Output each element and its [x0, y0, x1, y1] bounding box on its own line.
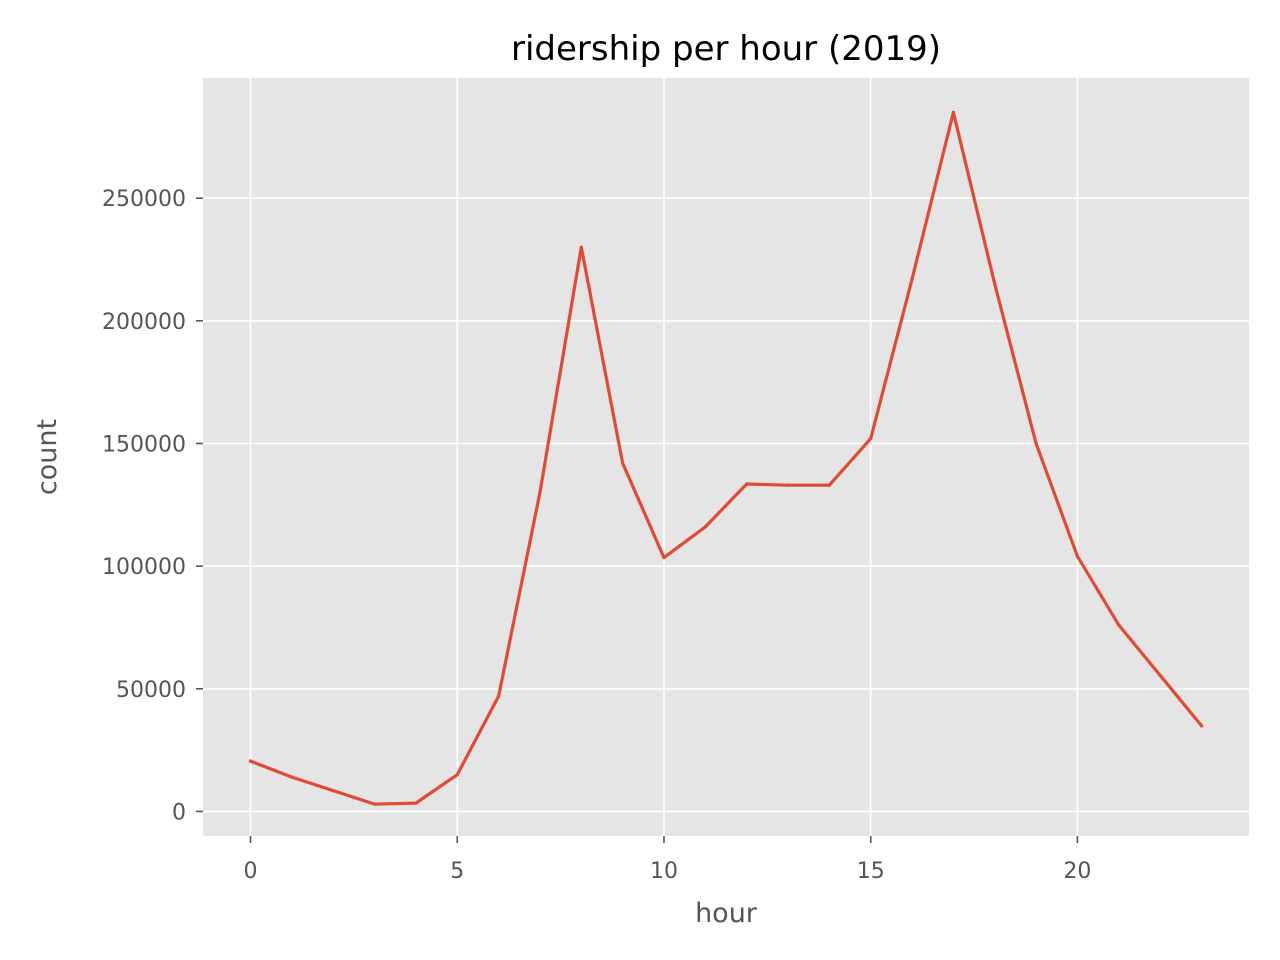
data-point [993, 282, 997, 286]
data-point [621, 461, 625, 465]
y-tick-label: 50000 [116, 678, 186, 703]
x-tick-label: 15 [857, 859, 885, 884]
chart-title: ridership per hour (2019) [511, 29, 941, 69]
y-tick-label: 250000 [102, 187, 186, 212]
y-tick-label: 200000 [102, 310, 186, 335]
y-tick-label: 0 [172, 800, 186, 825]
x-tick-label: 20 [1063, 859, 1091, 884]
data-point [951, 110, 955, 114]
data-point [910, 277, 914, 281]
data-point [414, 801, 418, 805]
data-point [1034, 441, 1038, 446]
data-point [497, 694, 501, 698]
y-axis-label: count [32, 419, 63, 495]
data-point [827, 483, 831, 487]
y-tick-label: 150000 [102, 433, 186, 458]
plot-area [203, 78, 1249, 836]
series-group [248, 110, 1204, 806]
grid-lines [203, 78, 1249, 836]
x-axis-label: hour [695, 898, 758, 929]
data-point [455, 773, 459, 777]
data-point [579, 245, 583, 249]
data-point [1199, 724, 1204, 728]
data-point [1075, 554, 1080, 558]
x-tick-label: 5 [450, 859, 464, 884]
data-point [372, 802, 377, 806]
y-axis-ticks: 0 50000 100000 150000 200000 250000 [102, 187, 203, 825]
data-point [248, 759, 253, 763]
data-point [703, 525, 707, 529]
data-point [1117, 623, 1121, 627]
series-line [248, 110, 1204, 806]
data-point [290, 775, 294, 779]
data-point [745, 482, 749, 486]
data-point [662, 555, 666, 560]
data-point [538, 490, 542, 495]
data-point [1158, 673, 1162, 677]
x-tick-label: 0 [244, 859, 258, 884]
data-point [331, 789, 335, 793]
x-tick-label: 10 [650, 859, 678, 884]
x-axis-ticks: 0 5 10 15 20 [244, 836, 1091, 884]
data-point [869, 437, 873, 441]
data-point [786, 483, 790, 487]
y-tick-label: 100000 [102, 555, 186, 580]
